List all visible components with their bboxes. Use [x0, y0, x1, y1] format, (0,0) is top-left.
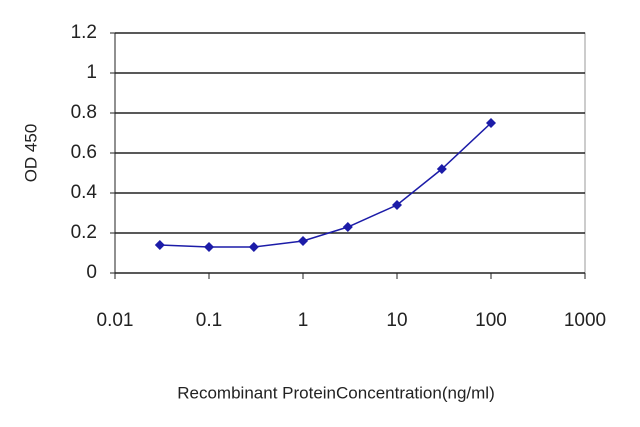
y-tick-label: 0.6 — [71, 142, 97, 163]
y-tick-label: 0 — [86, 262, 97, 283]
data-point — [154, 240, 165, 250]
data-point — [248, 242, 259, 252]
data-point — [204, 242, 214, 252]
x-tick-label: 1 — [298, 310, 309, 331]
y-tick-label: 1.2 — [71, 22, 97, 43]
x-axis-label: Recombinant ProteinConcentration(ng/ml) — [177, 383, 495, 402]
x-tick-label: 10 — [386, 310, 407, 331]
x-tick-label: 0.01 — [97, 310, 134, 331]
data-point — [392, 200, 402, 210]
data-point — [298, 236, 308, 246]
y-tick-label: 0.8 — [71, 102, 97, 123]
data-point — [342, 222, 353, 232]
x-tick-label: 0.1 — [196, 310, 222, 331]
data-line — [159, 122, 492, 248]
x-tick-label: 1000 — [564, 310, 606, 331]
data-point — [486, 118, 496, 128]
data-point — [436, 164, 447, 174]
y-tick-label: 0.2 — [71, 222, 97, 243]
y-axis-label: OD 450 — [21, 124, 40, 183]
x-tick-label: 100 — [475, 310, 507, 331]
y-tick-label: 0.4 — [71, 182, 98, 203]
y-tick-label: 1 — [86, 62, 97, 83]
